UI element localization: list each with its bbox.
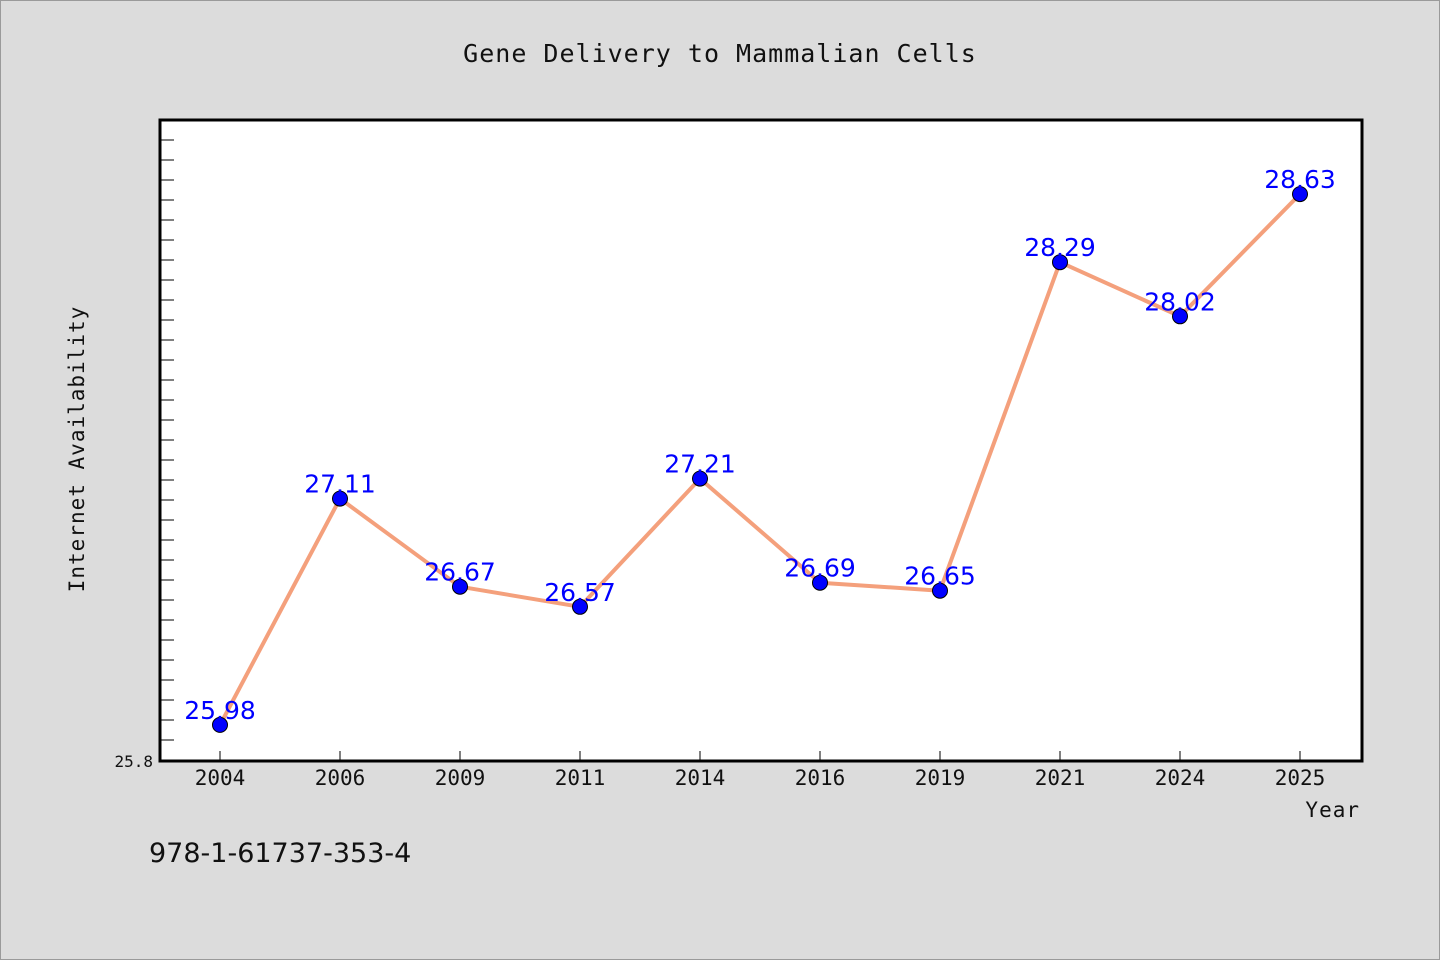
plot-area [158,118,1364,763]
x-axis-label: Year [1305,798,1360,822]
series-line [218,192,1302,726]
data-label: 28.29 [1024,233,1096,262]
data-label: 26.57 [544,578,616,607]
data-point [1052,254,1068,271]
data-label: 26.67 [424,558,496,587]
y-axis-label: Internet Availability [65,306,89,593]
x-tick-label: 2019 [915,766,966,790]
data-label: 27.21 [664,450,736,479]
x-tick-label: 2024 [1155,766,1206,790]
data-label: 25.98 [184,696,256,725]
data-label: 27.11 [304,470,376,499]
data-point [452,578,468,595]
data-point [692,470,708,487]
data-point [212,716,228,733]
data-point [1172,308,1188,325]
data-label: 28.63 [1264,165,1336,194]
y-tick-label-min: 25.8 [114,752,153,771]
data-point [1292,186,1308,203]
x-axis-ticks: 2004 2006 2009 2011 2014 2016 2019 2021 2024 2025 [195,751,1326,790]
data-label: 28.02 [1144,287,1216,316]
x-tick-label: 2006 [315,766,366,790]
chart-title: Gene Delivery to Mammalian Cells [463,39,977,68]
x-tick-label: 2021 [1035,766,1086,790]
data-point [572,598,588,615]
y-axis-minor-ticks [160,139,174,741]
data-label: 26.65 [904,562,976,591]
data-labels: 25.98 27.11 26.67 26.57 27.21 26.69 26.65 28.29… [184,165,1336,725]
data-markers [212,186,1308,733]
data-point [332,490,348,507]
x-tick-label: 2016 [795,766,846,790]
data-label: 26.69 [784,554,856,583]
data-point [812,574,828,591]
data-point [932,582,948,599]
x-tick-label: 2014 [675,766,726,790]
x-tick-label: 2011 [555,766,606,790]
x-tick-label: 2004 [195,766,246,790]
x-tick-label: 2009 [435,766,486,790]
x-tick-label: 2025 [1275,766,1326,790]
isbn-text: 978-1-61737-353-4 [149,838,411,869]
